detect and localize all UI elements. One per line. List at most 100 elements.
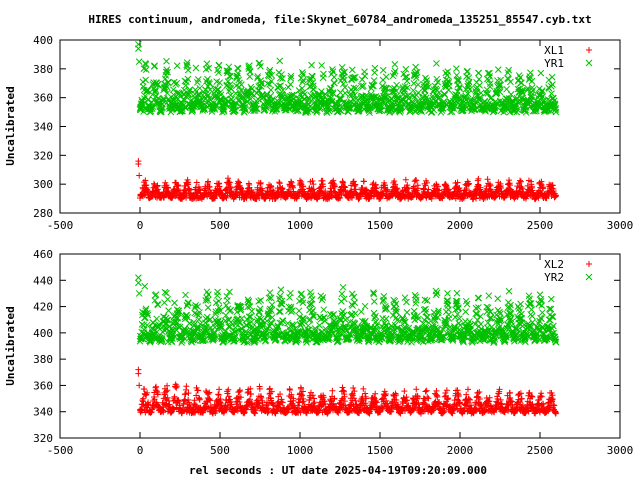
data-point (410, 79, 418, 87)
data-point (150, 180, 157, 187)
data-point (263, 104, 270, 111)
data-point (141, 282, 149, 290)
data-point (183, 59, 191, 66)
data-point (266, 289, 274, 296)
data-point (275, 308, 283, 315)
data-point (414, 81, 422, 89)
data-point (287, 81, 294, 88)
data-point (144, 87, 152, 95)
data-point (173, 79, 181, 87)
y-tick-label: 340 (33, 121, 53, 134)
x-tick-label: 1000 (287, 219, 314, 232)
data-point (473, 195, 480, 202)
y-tick-label: 280 (33, 207, 53, 220)
data-point (423, 387, 430, 394)
data-point (204, 75, 211, 83)
data-point (226, 81, 234, 88)
data-point (185, 90, 193, 98)
y-tick-label: 300 (33, 178, 53, 191)
data-point (515, 72, 523, 79)
data-point (257, 297, 265, 304)
data-point (181, 103, 189, 111)
data-point (454, 179, 461, 186)
data-point (235, 178, 242, 185)
data-point (268, 71, 276, 79)
data-point (216, 183, 223, 190)
data-point (164, 68, 172, 76)
data-point (341, 89, 349, 97)
data-point (348, 66, 356, 74)
data-point (254, 74, 261, 82)
data-point (139, 100, 147, 108)
data-point (184, 66, 192, 74)
data-point (442, 389, 449, 396)
legend-cross-icon (585, 59, 593, 67)
y-tick-label: 320 (33, 432, 53, 445)
data-point (236, 179, 243, 186)
y-tick-label: 380 (33, 353, 53, 366)
data-point (436, 187, 443, 194)
y-tick-label: 320 (33, 149, 53, 162)
data-point (215, 297, 223, 305)
data-point (227, 183, 234, 190)
data-point (186, 88, 193, 95)
data-point (277, 286, 285, 294)
data-point (225, 63, 233, 71)
data-point (214, 288, 221, 296)
data-point (401, 388, 408, 395)
series-YR2 (135, 274, 560, 347)
data-point (404, 182, 411, 189)
outlier-point (135, 370, 142, 377)
data-point (476, 82, 483, 89)
data-point (477, 184, 484, 191)
data-point (288, 178, 295, 185)
y-tick-label: 460 (33, 248, 53, 261)
data-point (195, 91, 203, 99)
data-point (320, 306, 328, 314)
data-point (340, 179, 347, 186)
outlier-point (136, 382, 143, 389)
data-point (391, 61, 399, 68)
data-point (506, 182, 513, 189)
data-point (383, 187, 390, 194)
data-point (423, 77, 431, 84)
data-point (216, 88, 224, 96)
data-point (199, 105, 207, 113)
series-XL2 (135, 366, 559, 417)
data-point (285, 83, 292, 91)
outlier-point (135, 160, 142, 167)
series-XL1 (135, 158, 559, 203)
legend-label: YR1 (544, 57, 564, 70)
x-tick-label: 1500 (367, 444, 394, 457)
data-point (360, 178, 367, 185)
data-point (181, 391, 188, 398)
data-point (165, 307, 172, 315)
data-point (393, 81, 400, 89)
data-point (453, 65, 460, 72)
data-point (309, 178, 316, 185)
data-point (279, 185, 286, 192)
data-point (244, 389, 251, 396)
data-point (373, 185, 380, 192)
data-point (475, 75, 483, 83)
data-point (181, 96, 188, 104)
data-point (269, 95, 276, 103)
y-tick-label: 440 (33, 274, 53, 287)
x-tick-label: 2500 (527, 219, 554, 232)
data-point (254, 73, 262, 80)
data-point (309, 73, 316, 80)
data-point (227, 91, 235, 99)
data-point (330, 180, 337, 187)
data-point (413, 386, 420, 393)
data-point (225, 175, 232, 182)
data-point (220, 106, 228, 113)
data-point (434, 183, 441, 190)
data-point (527, 69, 534, 77)
data-point (184, 75, 192, 83)
data-point (361, 72, 369, 80)
data-point (161, 391, 168, 398)
data-point (163, 66, 171, 74)
data-point (549, 81, 556, 88)
data-point (194, 76, 202, 83)
data-point (553, 192, 559, 199)
